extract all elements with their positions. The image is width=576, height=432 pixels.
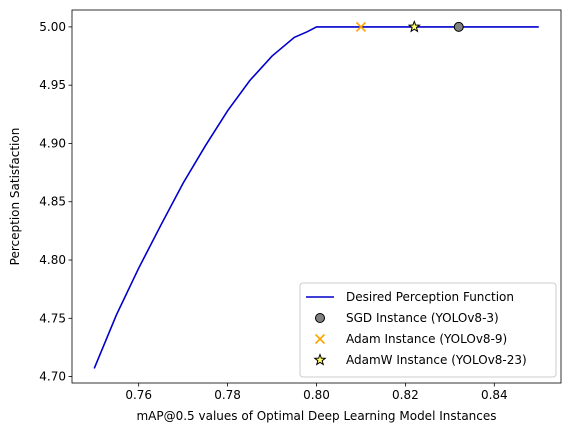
legend-x-swatch (314, 333, 326, 345)
y-tick-label: 4.90 (39, 136, 66, 150)
y-tick-label: 4.95 (39, 78, 66, 92)
marker-circle-point (453, 21, 464, 32)
y-tick-label: 4.85 (39, 195, 66, 209)
legend-box (299, 282, 557, 378)
legend-star-swatch (313, 353, 327, 366)
axis-ticks: 0.76 0.78 0.80 0.82 0.84 4.70 4.75 4.80 4.85 4.90… (39, 20, 507, 402)
marker-x-point (355, 21, 367, 32)
x-tick-label: 0.78 (214, 388, 241, 402)
legend-entry-label: AdamW Instance (YOLOv8-23) (346, 353, 527, 367)
legend-entry-label: Adam Instance (YOLOv8-9) (346, 332, 507, 346)
legend-circle-swatch (315, 313, 325, 323)
x-tick-label: 0.80 (303, 388, 330, 402)
plot-frame (71, 9, 562, 384)
x-axis-label: mAP@0.5 values of Optimal Deep Learning … (136, 409, 496, 423)
x-tick-label: 0.82 (392, 388, 419, 402)
legend-entry-label: SGD Instance (YOLOv8-3) (346, 311, 499, 325)
x-tick-label: 0.84 (481, 388, 508, 402)
y-axis-label: Perception Satisfaction (8, 128, 22, 266)
legend: Desired Perception Function SGD Instance … (299, 282, 557, 378)
y-tick-label: 5.00 (39, 20, 66, 34)
marker-star-point (407, 19, 421, 33)
x-tick-label: 0.76 (125, 388, 152, 402)
y-tick-label: 4.80 (39, 253, 66, 267)
y-tick-label: 4.75 (39, 311, 66, 325)
y-tick-label: 4.70 (39, 370, 66, 384)
plot-area (93, 19, 539, 369)
legend-entry-label: Desired Perception Function (346, 290, 514, 304)
